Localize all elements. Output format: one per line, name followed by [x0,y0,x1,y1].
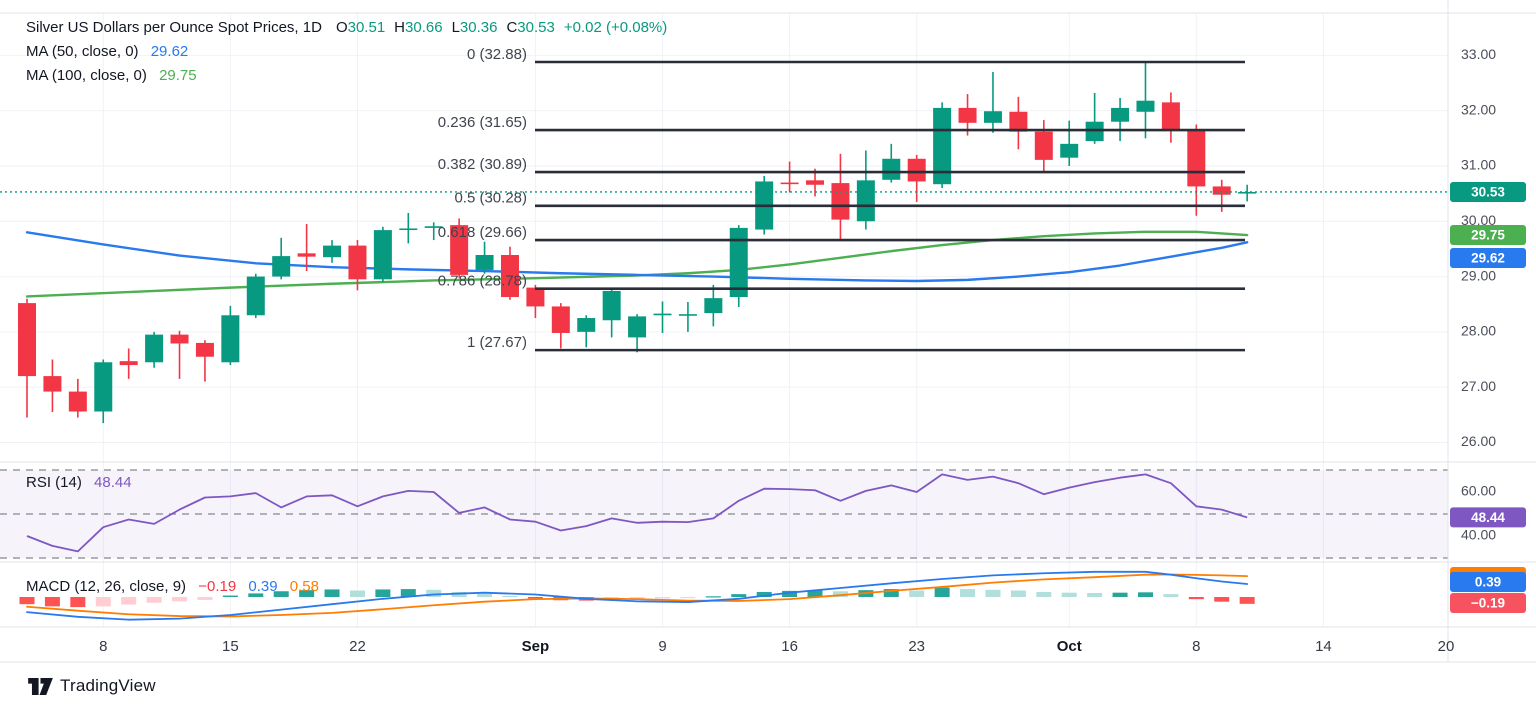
svg-text:33.00: 33.00 [1461,46,1496,62]
svg-text:40.00: 40.00 [1461,527,1496,543]
svg-text:27.00: 27.00 [1461,378,1496,394]
svg-text:−0.19: −0.19 [1471,596,1505,611]
ma50-value: 29.62 [150,43,189,60]
svg-text:0 (32.88): 0 (32.88) [467,46,527,63]
svg-text:29.00: 29.00 [1461,267,1496,283]
candlestick-series [18,62,1257,424]
rsi-band [0,469,1448,559]
ohlc-high: H30.66 [394,19,443,36]
svg-text:16: 16 [781,638,798,655]
ohlc-close: C30.53 [506,19,555,36]
ma50-row[interactable]: MA (50, close, 0) 29.62 [26,40,667,64]
macd-signal-value: 0.58 [289,578,319,595]
svg-text:32.00: 32.00 [1461,101,1496,117]
svg-text:8: 8 [99,638,107,655]
ohlc-low: L30.36 [451,19,498,36]
price-badge: 30.53 [1450,182,1526,202]
pane-separators [0,0,1536,663]
macd-line-value: 0.39 [248,578,278,595]
svg-text:Oct: Oct [1057,638,1082,655]
svg-text:29.62: 29.62 [1471,251,1505,266]
ma100-value: 29.75 [159,67,197,84]
price-axis[interactable]: 33.00 32.00 31.00 30.00 29.00 28.00 27.00 26.00… [1461,46,1496,543]
svg-text:0.618 (29.66): 0.618 (29.66) [438,224,527,241]
svg-text:30.00: 30.00 [1461,212,1496,228]
svg-text:8: 8 [1192,638,1200,655]
macd-label: MACD (12, 26, close, 9) [26,578,187,595]
svg-text:0.236 (31.65): 0.236 (31.65) [438,114,527,131]
svg-text:15: 15 [222,638,239,655]
svg-text:26.00: 26.00 [1461,433,1496,449]
svg-text:20: 20 [1438,638,1455,655]
svg-text:0.5 (30.28): 0.5 (30.28) [454,190,527,207]
svg-text:22: 22 [349,638,366,655]
rsi-line [26,473,1248,553]
ma100-line [25,230,1249,298]
svg-text:14: 14 [1315,638,1332,655]
ma50-label: MA (50, close, 0) [26,43,139,60]
price-badge: 29.62 [1450,248,1526,268]
ma50-line [25,231,1249,283]
svg-text:1 (27.67): 1 (27.67) [467,334,527,351]
svg-text:29.75: 29.75 [1471,228,1505,243]
symbol-title: Silver US Dollars per Ounce Spot Prices,… [26,19,322,36]
fib-retracement[interactable]: 0 (32.88) 0.236 (31.65) 0.382 (30.89) 0.5 (… [438,46,1245,352]
svg-text:48.44: 48.44 [1471,510,1505,525]
macd-signal-line [26,573,1249,618]
price-badge: 29.75 [1450,225,1526,245]
change-value: +0.02 (+0.08%) [563,19,668,36]
symbol-row[interactable]: Silver US Dollars per Ounce Spot Prices,… [26,16,667,40]
macd-badge: 0.39 [1450,572,1526,592]
time-axis[interactable]: 8 15 22 Sep 9 16 23 Oct 8 14 20 [99,638,1454,655]
svg-text:9: 9 [658,638,666,655]
svg-text:60.00: 60.00 [1461,483,1496,499]
ma100-row[interactable]: MA (100, close, 0) 29.75 [26,64,667,88]
macd-hist-value: −0.19 [198,578,237,595]
svg-text:0.39: 0.39 [1475,575,1501,590]
macd-legend[interactable]: MACD (12, 26, close, 9) −0.19 0.39 0.58 [26,578,319,595]
svg-text:Sep: Sep [522,638,550,655]
rsi-legend[interactable]: RSI (14) 48.44 [26,474,132,491]
svg-text:30.53: 30.53 [1471,185,1505,200]
rsi-badge: 48.44 [1450,507,1526,528]
macd-main-line [26,570,1249,621]
grid-lines [0,13,1448,627]
svg-text:28.00: 28.00 [1461,323,1496,339]
tradingview-logo[interactable]: TradingView [28,676,156,696]
svg-text:31.00: 31.00 [1461,157,1496,173]
tradingview-logo-icon [28,677,53,696]
tradingview-logo-text: TradingView [60,676,156,695]
ohlc-open: O30.51 [335,19,386,36]
rsi-value: 48.44 [94,474,132,491]
svg-text:0.786 (28.78): 0.786 (28.78) [438,273,527,290]
svg-text:23: 23 [908,638,925,655]
macd-badge: −0.19 [1450,593,1526,613]
main-legend: Silver US Dollars per Ounce Spot Prices,… [26,16,667,88]
rsi-label: RSI (14) [26,474,82,491]
svg-text:0.382 (30.89): 0.382 (30.89) [438,156,527,173]
ma100-label: MA (100, close, 0) [26,67,147,84]
